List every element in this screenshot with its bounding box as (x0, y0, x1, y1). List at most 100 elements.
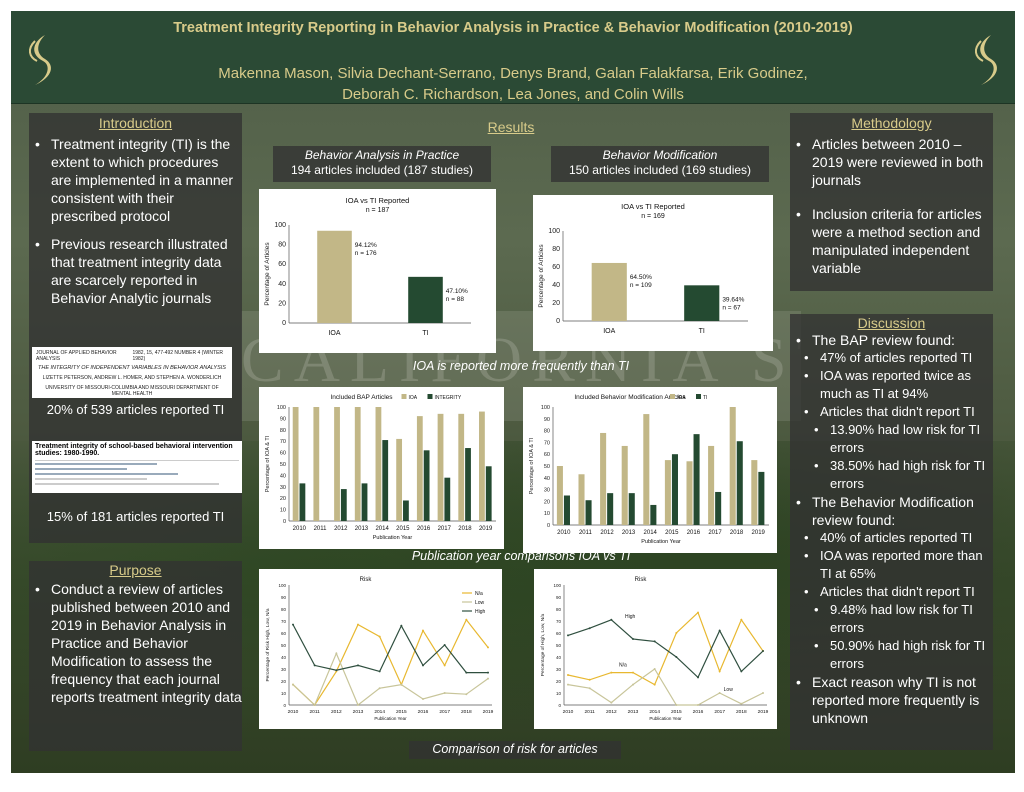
data-label: 64.50% (630, 274, 652, 281)
discussion-subpoint: 13.90% had low risk for TI errors (790, 421, 993, 457)
y-tick-label: 0 (556, 318, 560, 325)
bar-ti (563, 495, 570, 525)
caption-risk: Comparison of risk for articles (432, 742, 598, 756)
bar-integrity (403, 500, 409, 521)
y-tick-label: 30 (556, 667, 562, 672)
discussion-subpoint: 38.50% had high risk for TI errors (790, 457, 993, 493)
introduction-title: Introduction (98, 115, 173, 131)
x-tick-label: 2011 (585, 709, 596, 715)
poster-title: Treatment Integrity Reporting in Behavio… (173, 20, 853, 36)
bar-ioa (437, 413, 444, 521)
point-na (675, 632, 678, 634)
point-high (740, 670, 743, 673)
y-tick-label: 50 (544, 464, 550, 470)
stat-2: 15% of 181 articles reported TI (46, 509, 225, 524)
point-low (718, 692, 721, 694)
legend-label: TI (703, 395, 707, 401)
poster: CALIFORNIA STATE UNIVERSITY Treatment In… (11, 11, 1015, 773)
bar-ti (607, 493, 614, 525)
methodology-title: Methodology (851, 115, 932, 131)
point-low (443, 692, 446, 694)
y-tick-label: 90 (280, 416, 286, 422)
article-thumbnail-peterson: JOURNAL OF APPLIED BEHAVIOR ANALYSIS 198… (32, 347, 232, 398)
y-tick-label: 20 (278, 300, 286, 307)
point-na (378, 635, 381, 638)
bap-year-svg: Included BAP Articles IOA INTEGRITY1009080… (265, 394, 496, 541)
discussion-point: 40% of articles reported TI (790, 529, 993, 547)
y-tick-label: 0 (283, 703, 286, 708)
point-high (292, 623, 294, 626)
line-label: High (625, 614, 636, 620)
y-tick-label: 80 (278, 242, 286, 249)
x-tick-label: 2018 (736, 709, 747, 715)
x-tick-label: 2015 (396, 526, 410, 532)
point-na (610, 671, 613, 674)
y-tick-label: 20 (552, 300, 560, 307)
bar-ioa (375, 407, 382, 521)
y-tick-label: 70 (556, 619, 562, 624)
legend-swatch (670, 394, 675, 399)
point-low (588, 687, 591, 690)
point-low (487, 677, 489, 680)
y-tick-label: 60 (556, 631, 562, 636)
discussion-closing: Exact reason why TI is not reported more… (790, 673, 993, 727)
bm-journal-name: Behavior Modification (602, 148, 718, 162)
x-tick-label: 2012 (600, 530, 614, 536)
y-tick-label: 40 (556, 655, 562, 660)
point-high (675, 656, 678, 658)
x-tick-label: 2015 (671, 709, 682, 715)
bar-ioa (591, 262, 627, 321)
bar-ti (715, 491, 722, 525)
bar-ioa (313, 407, 320, 521)
y-tick-label: 20 (556, 679, 562, 684)
x-tick-label: 2010 (563, 709, 574, 715)
y-tick-label: 70 (280, 439, 286, 445)
y-tick-label: 70 (544, 440, 550, 446)
point-high (443, 644, 446, 646)
discussion-point: Articles that didn't report TI (790, 403, 993, 421)
line-label: Low (724, 687, 734, 693)
bar-ti (693, 434, 700, 525)
bar-ioa (600, 432, 607, 525)
x-tick-label: 2018 (461, 709, 472, 715)
x-tick-label: 2018 (730, 530, 744, 536)
x-tick-label: IOA (328, 330, 340, 337)
y-tick-label: 100 (277, 405, 286, 411)
bar-ioa (317, 230, 352, 323)
x-tick-label: 2010 (293, 526, 307, 532)
methodology-bullet: Articles between 2010 – 2019 were review… (790, 135, 993, 189)
legend-label: Low (475, 600, 485, 606)
caption-ioa-ti: IOA is reported more frequently than TI (412, 359, 630, 373)
y-tick-label: 60 (552, 264, 560, 271)
bap-year-chart: Included BAP Articles IOA INTEGRITY 100 90 80… (259, 387, 504, 549)
point-high (632, 638, 634, 640)
bap-included: 194 articles included (187 studies) (290, 163, 474, 177)
y-tick-label: 0 (558, 703, 561, 708)
bm-year-svg: Included Behavior Modification ArticlesI… (529, 394, 769, 545)
x-tick-label: 2013 (622, 530, 636, 536)
y-tick-label: 100 (548, 228, 560, 235)
point-high (313, 664, 316, 667)
y-tick-label: 30 (281, 667, 287, 672)
purpose-title: Purpose (109, 562, 162, 578)
chart-subtitle: n = 187 (366, 207, 390, 214)
x-tick-label: 2010 (557, 530, 571, 536)
y-tick-label: 90 (556, 595, 562, 600)
y-axis-label: Percentage of IOA & TI (265, 435, 271, 492)
legend-label: IOA (409, 395, 418, 401)
bar-ti (585, 500, 592, 525)
results-title: Results (487, 119, 535, 135)
point-na (357, 623, 359, 626)
x-tick-label: 2013 (628, 709, 639, 715)
point-low (653, 668, 656, 670)
x-tick-label: IOA (603, 328, 615, 335)
data-label-n: n = 67 (722, 304, 741, 311)
legend-label: N/a (475, 591, 483, 597)
x-tick-label: 2019 (483, 709, 494, 715)
chart-title: IOA vs TI Reported (346, 196, 410, 205)
point-high (487, 671, 489, 674)
bar-integrity (423, 450, 430, 521)
bap-ioa-ti-chart: IOA vs TI Reported n = 187 100 80 60 40 20 0 Per… (259, 189, 496, 353)
thumb-heading: THE INTEGRITY OF INDEPENDENT VARIABLES I… (38, 365, 226, 371)
point-low (762, 692, 764, 694)
